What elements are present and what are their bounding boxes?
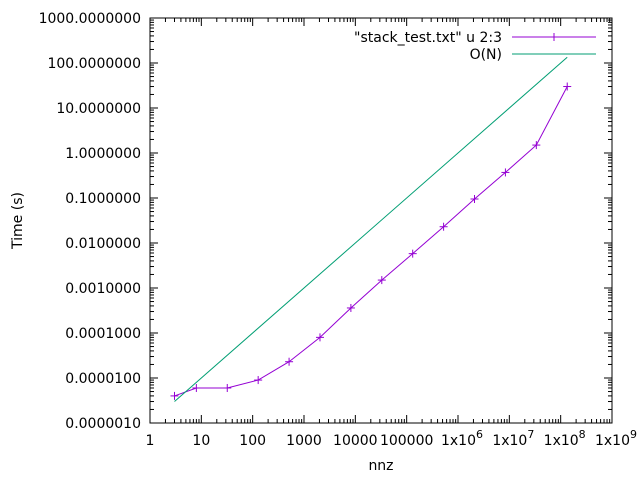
legend-marker — [550, 33, 558, 41]
legend: "stack_test.txt" u 2:3O(N) — [354, 30, 596, 63]
data-point — [285, 357, 294, 366]
y-tick-label: 0.0000100 — [65, 371, 141, 387]
data-point — [223, 383, 232, 392]
data-point — [192, 383, 201, 392]
x-tick-label: 100000 — [380, 433, 433, 449]
data-point — [254, 376, 263, 385]
y-axis-title: Time (s) — [10, 192, 26, 250]
y-tick-label: 0.0100000 — [65, 236, 141, 252]
x-tick-label: 10000 — [333, 433, 378, 449]
legend-label: "stack_test.txt" u 2:3 — [354, 30, 502, 46]
legend-label: O(N) — [470, 47, 502, 63]
series-layer — [170, 56, 572, 402]
x-tick-label: 1x109 — [595, 428, 637, 449]
data-point — [563, 82, 572, 91]
data-point — [346, 303, 355, 312]
plot-border — [149, 17, 613, 424]
series-line-1 — [174, 56, 568, 402]
y-tick-label: 10.0000000 — [56, 101, 141, 117]
y-tick-label: 1.0000000 — [65, 146, 141, 162]
data-point — [315, 333, 324, 342]
data-point — [408, 249, 417, 258]
data-point — [501, 168, 510, 177]
x-tick-label: 100 — [239, 433, 266, 449]
data-point — [470, 195, 479, 204]
y-tick-label: 0.1000000 — [65, 191, 141, 207]
data-point — [377, 276, 386, 285]
data-point — [170, 391, 179, 400]
x-tick-label: 1000 — [286, 433, 322, 449]
plot-frame — [149, 17, 613, 424]
series-line-0 — [174, 86, 568, 397]
x-tick-label: 1x108 — [544, 428, 586, 449]
y-tick-label: 0.0000010 — [65, 416, 141, 432]
y-axis: 0.0000010 0.0000100 0.0001000 0.0010000 0.01… — [39, 11, 612, 432]
x-axis-title: nnz — [368, 458, 393, 474]
data-point — [532, 141, 541, 150]
y-tick-label: 100.0000000 — [47, 56, 141, 72]
data-point — [439, 222, 448, 231]
x-axis: 1 10 100 1000 10000 100000 1x106 1x107 1x108 1x10… — [146, 18, 637, 449]
x-tick-label: 1 — [146, 433, 155, 449]
x-tick-label: 1x107 — [492, 428, 534, 449]
x-tick-label: 10 — [192, 433, 210, 449]
y-tick-label: 0.0001000 — [65, 326, 141, 342]
y-tick-label: 0.0010000 — [65, 281, 141, 297]
y-tick-label: 1000.0000000 — [39, 11, 141, 27]
x-tick-label: 1x106 — [441, 428, 483, 449]
